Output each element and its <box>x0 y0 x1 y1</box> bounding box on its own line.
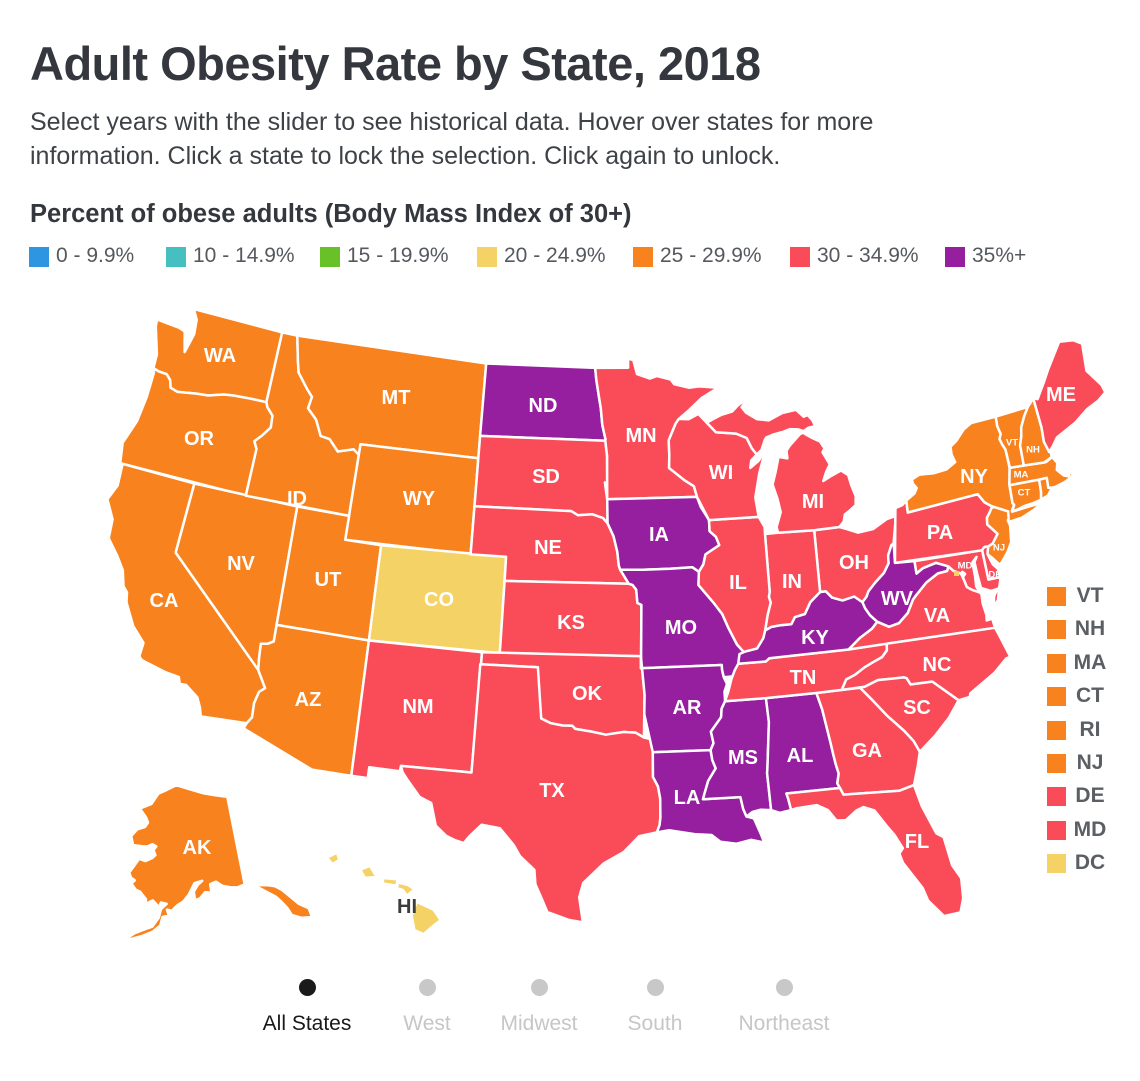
svg-text:FL: FL <box>905 831 929 853</box>
svg-text:AL: AL <box>787 745 814 767</box>
svg-text:MO: MO <box>665 617 697 639</box>
svg-text:NJ: NJ <box>993 543 1005 554</box>
svg-text:IN: IN <box>782 571 802 593</box>
svg-text:ND: ND <box>529 395 558 417</box>
svg-text:KY: KY <box>801 627 829 649</box>
svg-text:VA: VA <box>924 605 950 627</box>
svg-text:NV: NV <box>227 553 255 575</box>
svg-text:AZ: AZ <box>295 689 322 711</box>
svg-text:WI: WI <box>709 462 733 484</box>
svg-text:WY: WY <box>403 488 436 510</box>
svg-text:NE: NE <box>534 537 562 559</box>
svg-text:CT: CT <box>1018 488 1031 499</box>
svg-text:SC: SC <box>903 697 931 719</box>
svg-text:DE: DE <box>988 570 1001 581</box>
svg-text:LA: LA <box>674 787 701 809</box>
svg-text:AK: AK <box>183 837 212 859</box>
svg-text:MI: MI <box>802 491 824 513</box>
svg-text:GA: GA <box>852 740 882 762</box>
svg-text:PA: PA <box>927 522 953 544</box>
svg-text:TN: TN <box>790 667 817 689</box>
svg-text:HI: HI <box>397 896 417 918</box>
svg-text:NM: NM <box>402 696 433 718</box>
svg-text:MA: MA <box>1014 470 1029 481</box>
svg-text:MS: MS <box>728 747 758 769</box>
svg-text:IL: IL <box>729 572 747 594</box>
svg-text:CA: CA <box>150 590 179 612</box>
svg-text:WA: WA <box>204 345 236 367</box>
svg-text:TX: TX <box>539 780 565 802</box>
svg-text:OR: OR <box>184 428 215 450</box>
svg-text:SD: SD <box>532 466 560 488</box>
svg-text:ID: ID <box>287 488 307 510</box>
svg-text:WV: WV <box>881 588 914 610</box>
svg-text:MT: MT <box>382 387 411 409</box>
svg-text:MD: MD <box>958 561 973 572</box>
svg-text:KS: KS <box>557 612 585 634</box>
svg-text:NH: NH <box>1026 445 1040 456</box>
svg-text:IA: IA <box>649 524 669 546</box>
svg-text:OK: OK <box>572 683 603 705</box>
svg-text:AR: AR <box>673 697 702 719</box>
svg-text:NC: NC <box>923 654 952 676</box>
svg-text:VT: VT <box>1006 438 1018 449</box>
svg-text:UT: UT <box>315 569 342 591</box>
svg-text:NY: NY <box>960 466 988 488</box>
svg-text:CO: CO <box>424 589 454 611</box>
svg-text:ME: ME <box>1046 384 1076 406</box>
svg-text:MN: MN <box>625 425 656 447</box>
svg-text:OH: OH <box>839 552 869 574</box>
